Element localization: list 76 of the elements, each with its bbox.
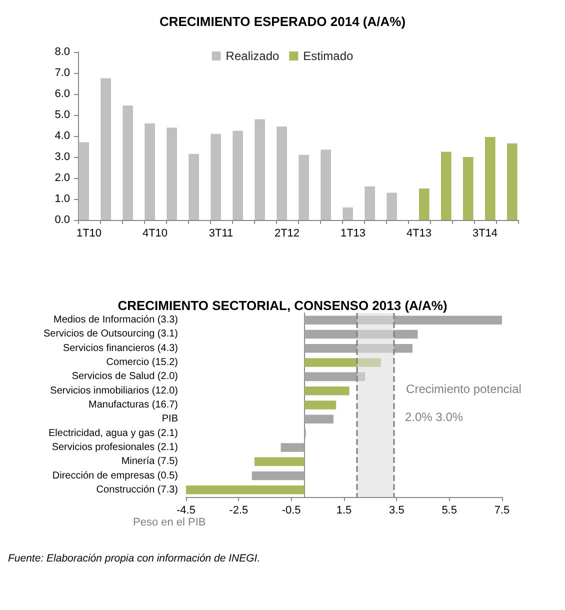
y-tick-label: Comercio (15.2) [106,357,178,368]
x-tick-label: 1.5 [336,504,352,516]
bar [364,186,375,220]
bar [254,119,265,220]
bar [100,78,111,220]
annotation: 2.0% 3.0% [405,410,464,424]
bar [342,207,353,220]
y-tick-label: Dirección de empresas (0.5) [52,470,178,482]
y-tick-label: Construcción (7.3) [96,484,178,496]
y-tick-label: 8.0 [54,46,70,58]
x-tick-label: -0.5 [282,504,301,516]
x-tick-label: 4T13 [406,228,432,240]
bar [485,137,496,220]
source-note: Fuente: Elaboración propia con información de INEGI. [8,552,260,564]
bar [463,157,474,220]
y-tick-label: Manufacturas (16.7) [88,400,178,410]
bar [386,192,397,220]
y-tick-label: Servicios de Outsourcing (3.1) [43,328,178,340]
bar [166,128,177,220]
legend-label: Estimado [303,49,354,63]
y-tick-label: Servicios financieros (4.3) [62,342,178,354]
bar [304,358,381,367]
bar [304,414,334,424]
bar [188,154,199,220]
x-tick-label: 4T10 [142,228,168,240]
bar [280,443,304,452]
x-tick-label: 1T13 [340,228,366,240]
bar [186,486,304,494]
y-tick-label: 6.0 [54,88,70,100]
bar [304,400,336,410]
bar [304,316,502,324]
x-tick-label: 5.5 [442,504,457,516]
text: Peso en el PIB [133,516,206,528]
bar [232,130,243,220]
y-tick-label: 4.0 [54,130,70,142]
bar [304,386,350,396]
y-tick-label: Minería (7.5) [121,456,178,468]
bar [507,143,518,220]
x-tick-label: 3T14 [472,228,498,240]
bar [276,126,287,220]
x-tick-label: -2.5 [229,504,248,516]
bar [304,344,412,353]
bar [304,372,366,382]
band-label: Crecimiento potencial [406,382,522,396]
bar [254,457,304,466]
y-tick-label: Servicios inmobiliarios (12.0) [50,385,178,396]
x-tick-label: 3.5 [389,504,404,516]
y-tick-label: 5.0 [54,109,70,121]
chart-title: CRECIMIENTO ESPERADO 2014 (A/A%) [159,14,406,29]
bar [210,134,221,220]
y-tick-label: Medios de Información (3.3) [53,314,178,326]
y-tick-label: Servicios profesionales (2.1) [52,442,178,453]
y-tick-label: 2.0 [54,172,70,184]
x-tick-label: 3T11 [208,228,234,240]
bar [78,142,89,220]
legend-label: Realizado [226,49,280,63]
y-tick-label: Servicios de Salud (2.0) [72,371,178,382]
bar [304,330,418,339]
chart-title: CRECIMIENTO SECTORIAL, CONSENSO 2013 (A/A%) [118,298,448,313]
y-tick-label: 7.0 [54,67,70,79]
bar [122,106,133,220]
x-tick-label: 7.5 [494,504,510,516]
bar [252,471,304,480]
y-tick-label: PIB [162,414,178,425]
x-tick-label: -4.5 [176,504,196,516]
y-tick-label: 3.0 [54,151,70,163]
y-tick-label: Electricidad, agua y gas (2.1) [48,428,178,439]
bar [441,152,452,220]
y-tick-label: 0.0 [54,214,70,226]
x-tick-label: 1T10 [76,228,102,240]
bar [298,154,309,220]
bar [419,188,430,220]
bar [320,150,331,220]
y-tick-label: 1.0 [54,193,70,205]
bar [144,123,155,220]
x-tick-label: 2T12 [274,228,300,240]
